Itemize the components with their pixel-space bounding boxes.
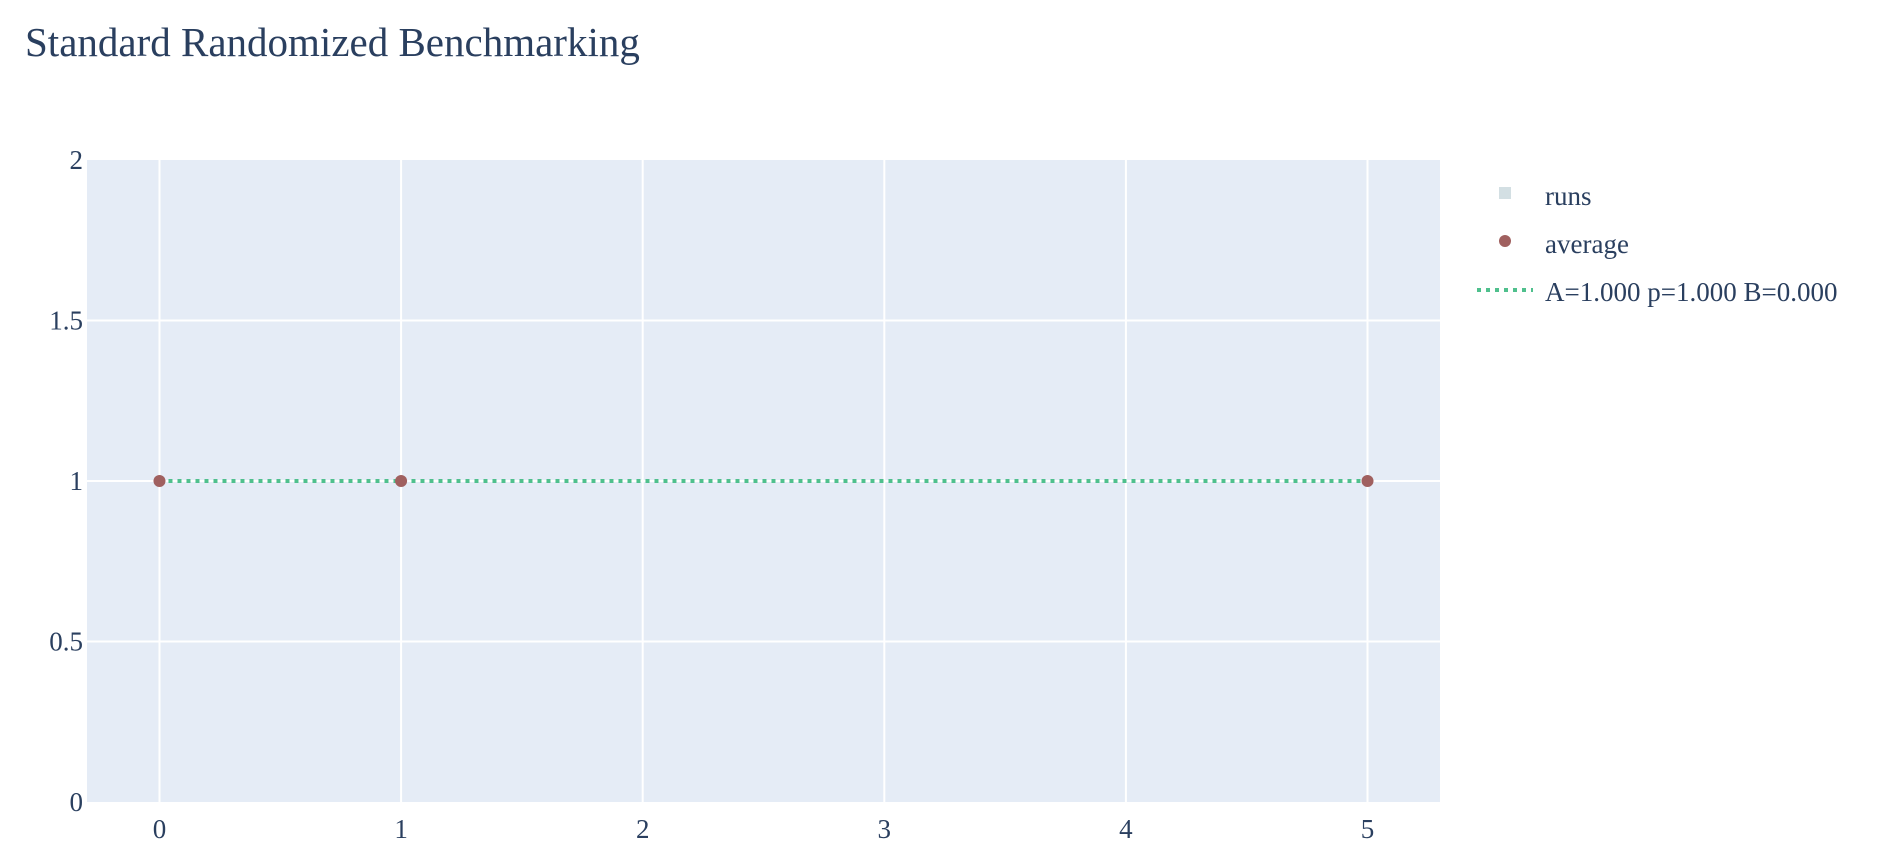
y-tick-label: 1 [70,466,84,496]
legend-item-runs[interactable]: runs [1499,181,1592,211]
x-tick-label: 1 [394,814,408,844]
x-tick-label: 5 [1361,814,1375,844]
x-tick-label: 2 [636,814,650,844]
legend-label-runs: runs [1545,181,1592,211]
average-point[interactable] [153,475,166,487]
y-axis-ticks: 0 0.5 1 1.5 2 [49,145,83,817]
y-tick-label: 1.5 [49,306,83,336]
x-axis-ticks: 0 1 2 3 4 5 [153,814,1375,844]
x-tick-label: 0 [153,814,167,844]
legend-marker-average [1499,235,1511,247]
x-tick-label: 4 [1119,814,1133,844]
legend: runs average A=1.000 p=1.000 B=0.000 [1477,181,1837,307]
average-point[interactable] [395,475,408,487]
legend-marker-runs [1499,187,1511,199]
legend-label-fit: A=1.000 p=1.000 B=0.000 [1545,277,1837,307]
series-layer [153,475,1374,487]
average-point[interactable] [1361,475,1374,487]
legend-item-fit[interactable]: A=1.000 p=1.000 B=0.000 [1477,277,1837,307]
legend-item-average[interactable]: average [1499,229,1629,259]
legend-label-average: average [1545,229,1629,259]
y-tick-label: 0 [70,787,84,817]
y-tick-label: 2 [70,145,84,175]
chart-title: Standard Randomized Benchmarking [25,19,640,65]
x-tick-label: 3 [878,814,892,844]
y-tick-label: 0.5 [49,627,83,657]
